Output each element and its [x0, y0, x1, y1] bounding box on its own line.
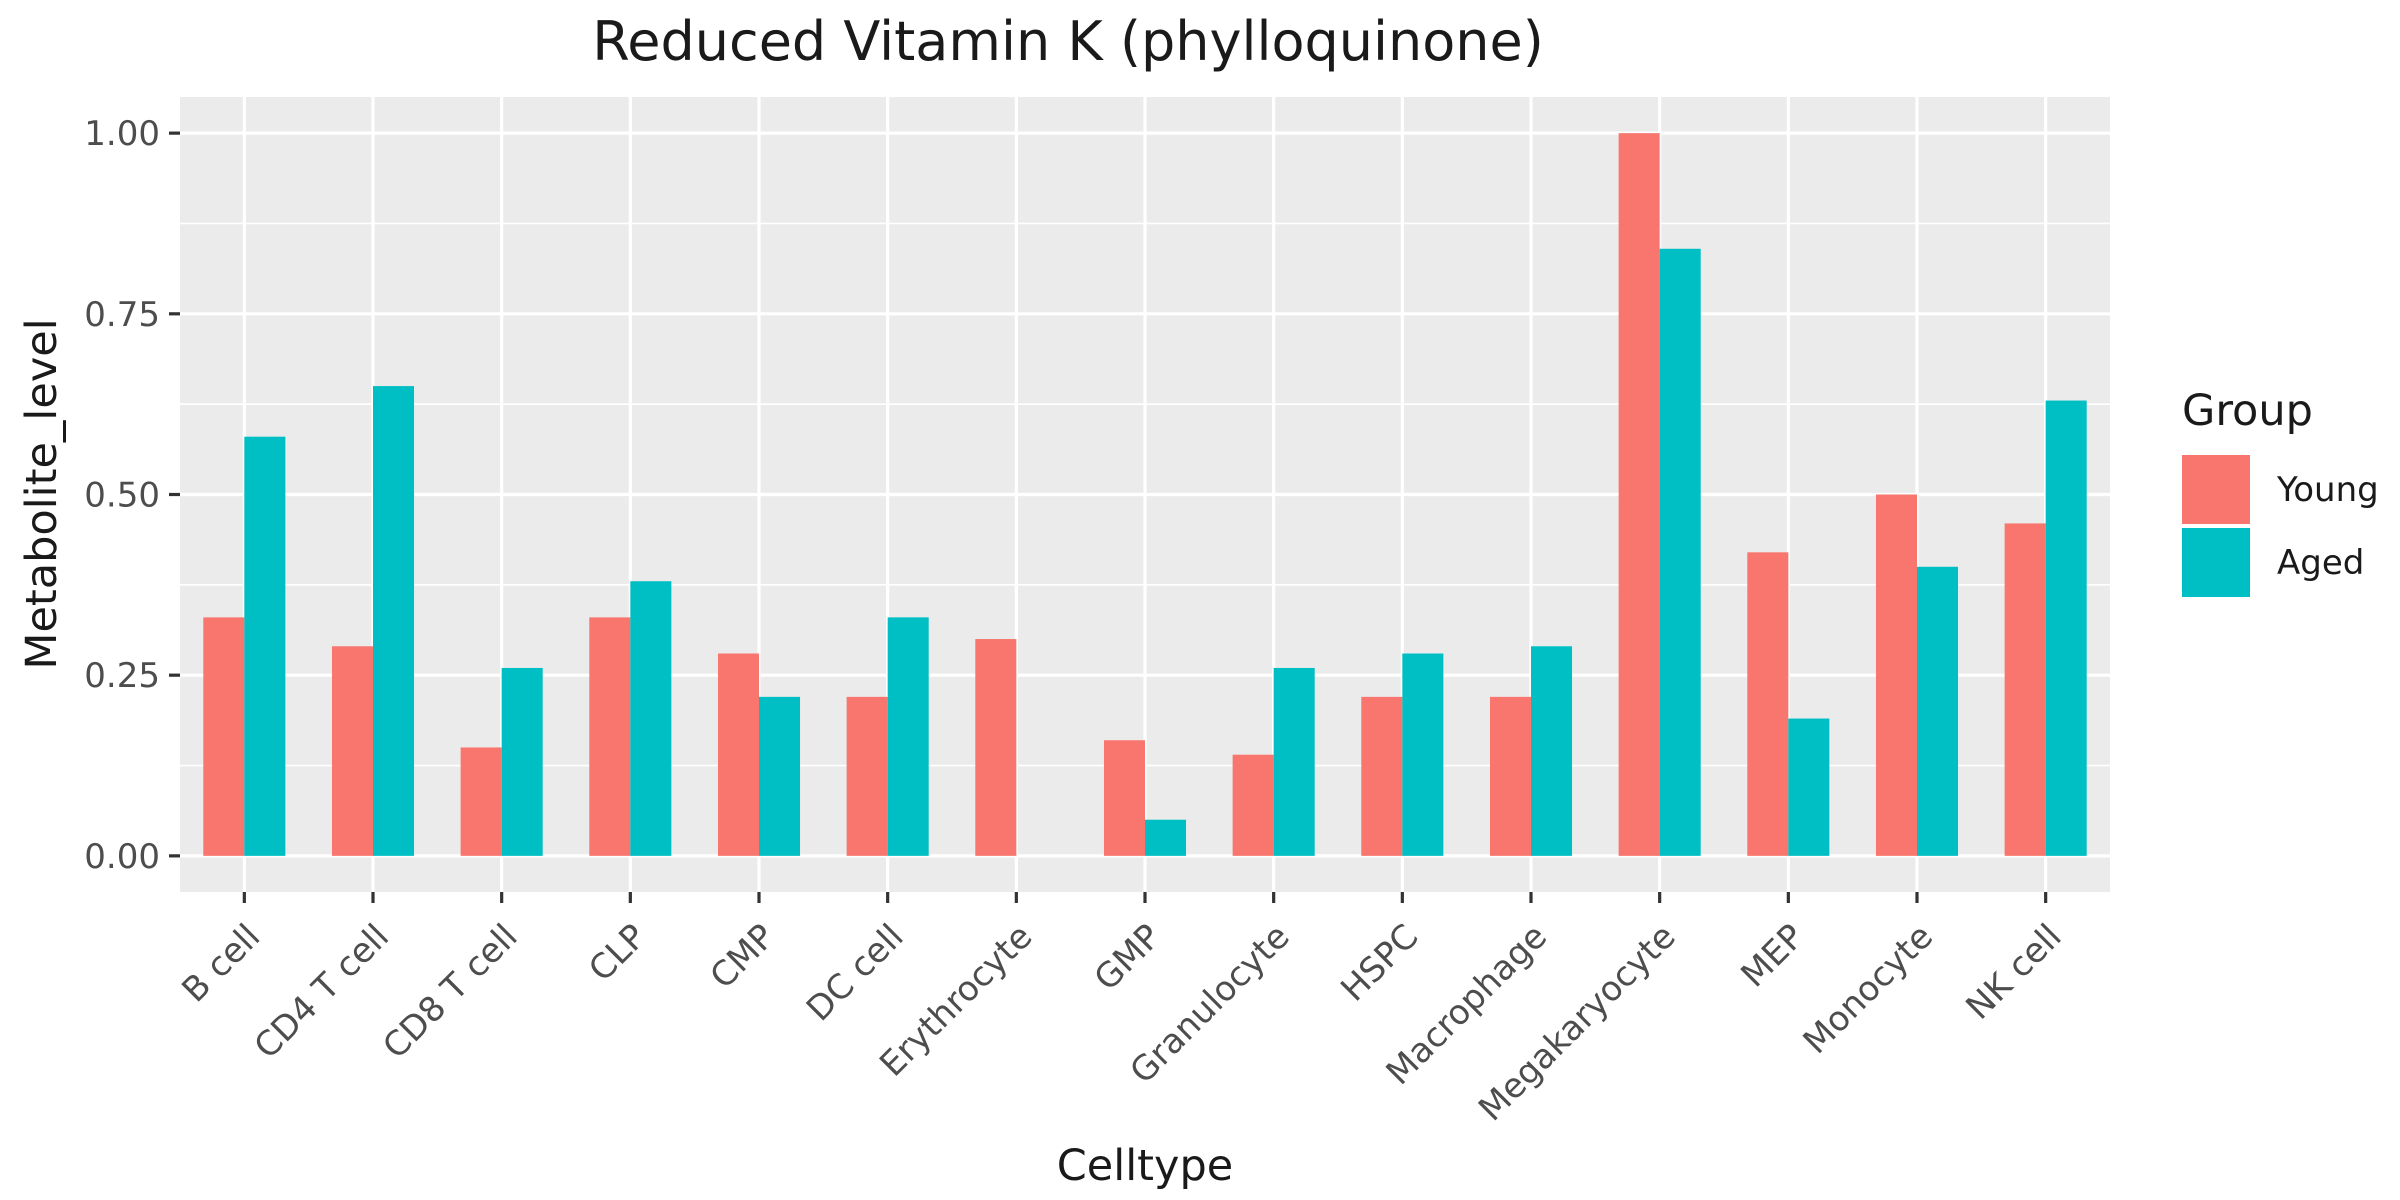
y-tick-label: 0.50	[84, 476, 160, 516]
bar-young	[846, 696, 888, 856]
bar-young	[1875, 494, 1917, 856]
legend-key-aged	[2182, 528, 2250, 597]
x-tick-label: GMP	[1087, 917, 1169, 999]
bar-young	[203, 617, 245, 856]
x-axis-title: Celltype	[1057, 1141, 1233, 1191]
bar-aged	[1659, 248, 1701, 856]
bar-young	[589, 617, 631, 856]
bar-aged	[244, 436, 286, 856]
bar-young	[1489, 696, 1531, 856]
x-tick-label: CD8 T cell	[375, 917, 525, 1067]
bar-aged	[1788, 718, 1830, 856]
x-tick-label: NK cell	[1959, 917, 2070, 1028]
legend-label-young: Young	[2276, 470, 2379, 510]
legend-key-young	[2182, 455, 2250, 524]
bar-aged	[501, 667, 543, 856]
chart-title: Reduced Vitamin K (phylloquinone)	[592, 10, 1544, 73]
bar-young	[1361, 696, 1403, 856]
bar-aged	[887, 617, 929, 856]
bars	[203, 133, 2087, 856]
bar-young	[1232, 754, 1274, 856]
bar-young	[331, 646, 373, 856]
x-tick-label: CMP	[703, 917, 783, 997]
bar-aged	[630, 581, 672, 856]
legend: Group Young Aged	[2182, 386, 2379, 597]
bar-young	[1618, 133, 1660, 856]
y-tick-label: 1.00	[84, 114, 160, 154]
bar-aged	[1531, 646, 1573, 856]
bar-aged	[1273, 667, 1315, 856]
bar-aged	[373, 386, 415, 856]
bar-aged	[2045, 400, 2087, 856]
x-tick-label: MEP	[1734, 917, 1813, 996]
y-tick-label: 0.00	[84, 837, 160, 877]
x-tick-label: CD4 T cell	[247, 917, 397, 1067]
bar-young	[460, 747, 502, 856]
x-tick-label: Monocyte	[1796, 917, 1941, 1062]
x-tick-label: B cell	[174, 917, 268, 1011]
bar-young	[1747, 552, 1789, 856]
bar-aged	[1917, 566, 1959, 856]
bar-aged	[1402, 653, 1444, 856]
bar-young	[975, 639, 1017, 856]
y-tick-label: 0.25	[84, 656, 160, 696]
x-tick-label: CLP	[581, 917, 654, 990]
x-tick-label: HSPC	[1333, 917, 1426, 1010]
bar-young	[1103, 740, 1145, 856]
y-axis-title: Metabolite_level	[17, 318, 67, 669]
bar-aged	[759, 696, 801, 856]
bar-young	[717, 653, 759, 856]
y-axis: 0.00 0.25 0.50 0.75 1.00	[84, 114, 180, 877]
y-tick-label: 0.75	[84, 295, 160, 335]
bar-aged	[1145, 819, 1187, 856]
legend-label-aged: Aged	[2277, 543, 2364, 583]
bar-young	[2004, 523, 2046, 856]
legend-title: Group	[2182, 386, 2313, 436]
x-tick-label: DC cell	[799, 917, 912, 1030]
